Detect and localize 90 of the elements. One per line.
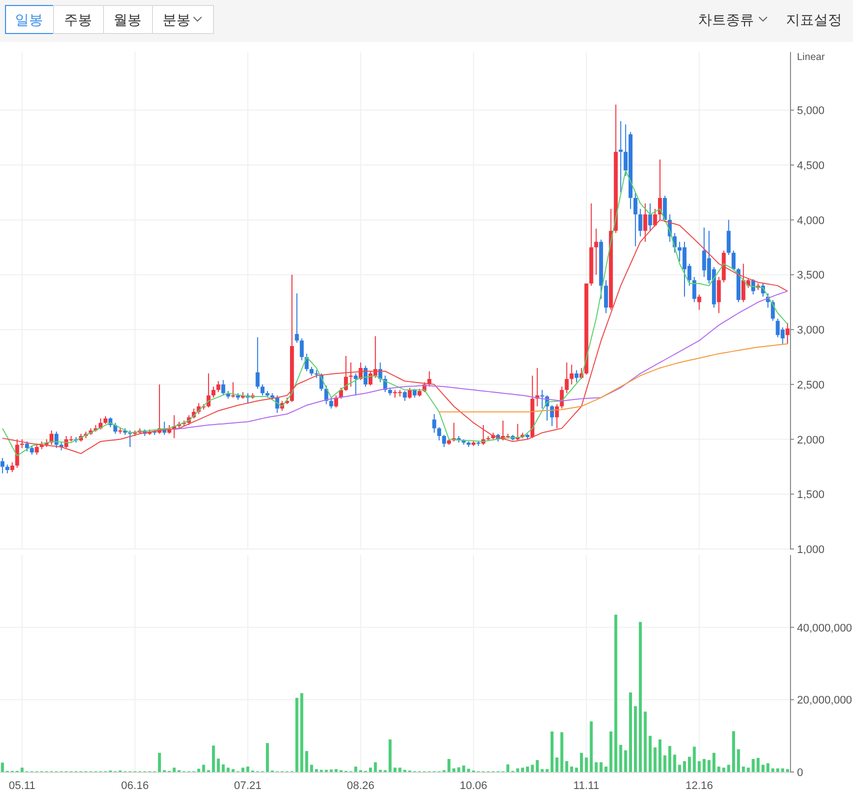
bar [368,768,372,772]
bar [737,749,740,772]
bar [756,758,760,772]
bar [717,766,720,772]
bar [663,755,666,772]
bar [546,769,549,772]
y-tick-label: 40,000,000 [797,622,852,634]
bar [241,768,244,772]
x-tick-label: 06.16 [121,780,149,792]
bar [580,752,583,772]
bar [158,752,161,772]
bar [398,768,402,772]
x-tick-label: 10.06 [460,780,488,792]
x-tick-label: 12.16 [685,780,713,792]
bar [20,768,24,772]
bar [708,760,711,772]
y-tick-label: 1,000 [797,544,825,556]
bar [702,758,706,772]
bar [550,731,554,772]
bar [521,768,524,772]
bar [394,768,396,772]
bar [658,739,662,772]
bar [766,763,770,772]
x-tick-label: 11.11 [573,780,600,792]
x-tick-label: 07.21 [234,780,262,792]
bar [678,764,682,772]
y-tick-label: 2,500 [797,379,825,392]
text: 차트종류 [698,12,754,28]
bar [712,752,716,772]
bar [575,768,578,772]
bar [638,622,642,772]
y-tick-label: 1,500 [797,489,825,502]
bar [634,706,637,772]
text: 지표설정 [786,12,842,28]
text: Linear [797,52,826,63]
bar [600,762,603,772]
bar [266,743,269,772]
bar [467,768,470,772]
bar [624,750,628,772]
bar [570,766,574,772]
y-tick-label: 3,000 [797,324,825,337]
bar [315,769,318,772]
bar [506,764,510,772]
bar [295,698,298,772]
bar [786,769,790,772]
bar [197,768,200,772]
bar [334,769,338,772]
bar [604,766,608,772]
bar [560,732,564,772]
bar [310,764,314,772]
bar [0,762,4,772]
bar [683,761,686,772]
bar [781,768,784,772]
bar [374,762,377,772]
bar [742,766,745,772]
y-tick-label: 4,500 [797,160,825,172]
bar [388,739,392,772]
bar [594,762,598,772]
bar [448,758,450,772]
bar [648,736,652,772]
bar [216,758,220,772]
bar [202,764,206,772]
y-tick-label: 4,000 [797,214,825,227]
bar [688,756,691,772]
y-tick-label: 3,500 [797,270,825,282]
bar [526,766,529,772]
bar [516,768,520,772]
bar [771,768,774,772]
bar [654,747,657,772]
bar [530,764,534,772]
line-series [174,290,788,430]
bar [692,746,696,772]
bar [232,769,235,772]
bar [555,758,558,772]
y-tick-label: 0 [797,767,804,779]
x-tick-label: 05.11 [8,780,36,792]
bar [609,731,612,772]
y-tick-label: 5,000 [797,105,825,118]
bar [584,758,588,772]
y-tick-label: 2,000 [797,434,825,446]
bar [727,764,730,772]
bar [629,692,632,772]
bar [762,764,764,772]
bar [226,768,230,772]
bar [732,731,736,772]
bar [212,746,215,772]
y-tick-label: 20,000,000 [797,694,852,707]
bar [305,751,308,772]
x-tick-label: 08.26 [346,780,374,792]
bar [452,768,456,772]
